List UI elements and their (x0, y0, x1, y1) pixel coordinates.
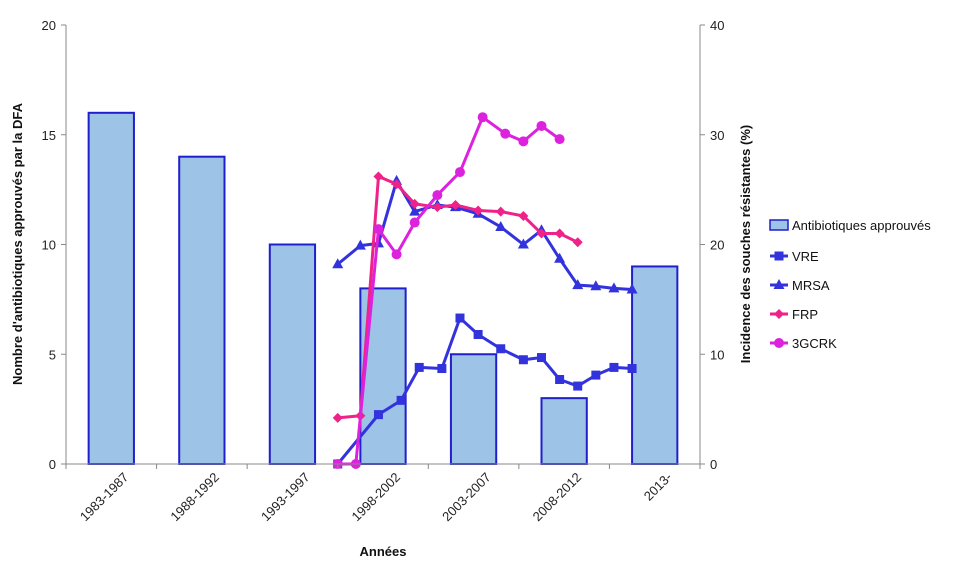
point-mrsa (626, 283, 638, 294)
series-vre (333, 313, 637, 469)
legend-label: FRP (792, 307, 818, 322)
y2-tick-label: 30 (710, 128, 724, 143)
legend-marker-mrsa (773, 279, 785, 289)
legend-swatch-bars (769, 219, 789, 231)
point-frp (332, 412, 343, 423)
y2-tick-label: 10 (710, 347, 724, 362)
point-vre (609, 362, 619, 372)
point-frp (495, 206, 506, 217)
point-mrsa (495, 220, 507, 231)
point-vre (373, 410, 383, 420)
y-tick-label: 5 (49, 347, 56, 362)
legend-item-frp: FRP (770, 307, 818, 322)
point-mrsa (554, 252, 566, 263)
x-tick-label: 2013- (641, 470, 675, 504)
point-vre (473, 329, 483, 339)
x-tick-label: 1983-1987 (77, 470, 132, 525)
bars-layer (87, 111, 679, 466)
point-frp (391, 179, 402, 190)
point-frp (373, 171, 384, 182)
legend-label: VRE (792, 249, 819, 264)
point-vre (396, 395, 406, 405)
y-tick-label: 10 (42, 238, 56, 253)
point-vre (414, 362, 424, 372)
point-mrsa (332, 258, 344, 269)
point-frp (409, 198, 420, 209)
point-frp (554, 228, 565, 239)
legend-marker-vre (774, 251, 784, 261)
point-frp (432, 202, 443, 213)
legend-item-vre: VRE (770, 249, 819, 264)
point-3gcrk (500, 128, 511, 139)
point-frp (450, 199, 461, 210)
bar-1993-1997 (268, 243, 317, 465)
point-vre (591, 370, 601, 380)
point-3gcrk (409, 217, 420, 228)
bar-2003-2007 (449, 353, 498, 465)
x-tick-label: 2003-2007 (439, 470, 494, 525)
legend-label: 3GCRK (792, 336, 837, 351)
legend-marker-frp (774, 309, 784, 319)
bar-2013- (631, 265, 679, 466)
point-vre (555, 374, 565, 384)
point-frp (572, 237, 583, 248)
point-3gcrk (477, 112, 488, 123)
legend-label: Antibiotiques approuvés (792, 218, 931, 233)
x-tick-label: 1993-1997 (258, 470, 313, 525)
point-3gcrk (373, 224, 384, 235)
point-vre (627, 364, 637, 374)
point-mrsa (409, 205, 421, 216)
point-mrsa (590, 280, 602, 291)
bar-1983-1987 (87, 111, 135, 466)
point-mrsa (608, 282, 620, 293)
y-tick-label: 20 (42, 18, 56, 33)
legend-item-mrsa: MRSA (770, 278, 830, 293)
lines-layer (332, 112, 638, 469)
y-ticks-right: 0 10 20 30 40 (700, 18, 724, 472)
x-tick-label: 1988-1992 (167, 470, 222, 525)
point-mrsa (517, 238, 529, 249)
x-ticks: 1983-1987 1988-1992 1993-1997 1998-2002 2003… (65, 464, 701, 525)
legend-item-3gcrk: 3GCRK (770, 336, 837, 351)
point-vre (518, 355, 528, 365)
legend-label: MRSA (792, 278, 830, 293)
bar-1988-1992 (178, 155, 226, 465)
x-axis-title: Années (360, 544, 407, 559)
y-ticks-left: 0 5 10 15 20 (42, 18, 66, 472)
line-mrsa (336, 179, 633, 291)
point-3gcrk (454, 167, 465, 178)
point-vre (496, 344, 506, 354)
x-tick-label: 2008-2012 (530, 470, 585, 525)
point-frp (518, 210, 529, 221)
point-frp (536, 228, 547, 239)
point-frp (473, 205, 484, 216)
point-3gcrk (432, 190, 443, 201)
legend: Antibiotiques approuvés VRE MRSA FRP 3GCRK (769, 218, 931, 351)
point-mrsa (572, 279, 584, 290)
point-vre (537, 353, 546, 363)
legend-item-bars: Antibiotiques approuvés (769, 218, 931, 233)
y-axis-title: Nombre d'antibiotiques approuvés par la … (10, 102, 25, 385)
y2-tick-label: 0 (710, 457, 717, 472)
point-vre (455, 313, 465, 323)
y2-axis-title: Incidence des souches résistantes (%) (738, 125, 753, 363)
series-3gcrk (332, 112, 565, 469)
point-3gcrk (391, 249, 402, 260)
y2-tick-label: 20 (710, 238, 724, 253)
y2-tick-label: 40 (710, 18, 724, 33)
x-tick-label: 1998-2002 (349, 470, 404, 525)
point-3gcrk (536, 120, 547, 131)
point-vre (437, 364, 447, 374)
point-mrsa (354, 239, 366, 250)
bar-2008-2012 (540, 397, 588, 465)
legend-marker-3gcrk (774, 338, 784, 348)
point-vre (573, 381, 583, 391)
point-3gcrk (518, 136, 529, 147)
point-3gcrk (554, 134, 565, 145)
y-tick-label: 15 (42, 128, 56, 143)
y-tick-label: 0 (49, 457, 56, 472)
